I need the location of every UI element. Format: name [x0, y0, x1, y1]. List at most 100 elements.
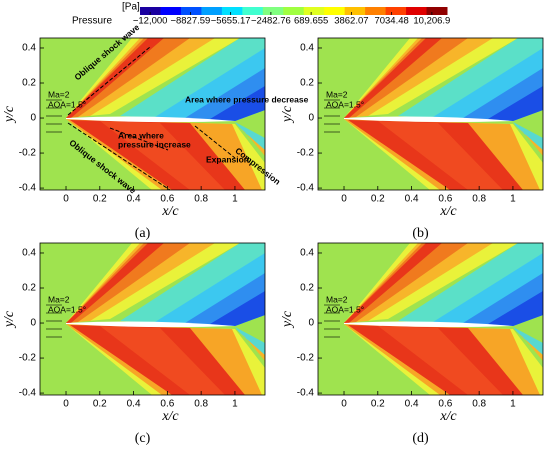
colorbar-tick-label: 10,206.9	[413, 16, 450, 27]
contour-field	[40, 38, 265, 190]
colorbar-tick-label: 3862.07	[334, 16, 368, 27]
x-tick-label: 0.8	[472, 399, 486, 410]
annotation: AOA=1.5°	[326, 304, 364, 314]
colorbar-segment	[242, 7, 264, 15]
colorbar-segment	[365, 7, 387, 15]
annotation-lines	[67, 46, 236, 191]
colorbar-segment	[262, 7, 284, 15]
y-tick-label: -0.2	[297, 148, 315, 159]
y-tick-label: -0.2	[19, 353, 37, 364]
panel-label: (b)	[412, 226, 429, 241]
plot-frame	[39, 37, 266, 191]
x-tick-label: 0.8	[194, 399, 208, 410]
colorbar-tick-label: −5655.17	[211, 16, 251, 27]
colorbar: −12,000 −8827.59 −5655.17 −2482.76 689.655 38…	[133, 7, 450, 27]
colorbar-segment	[180, 7, 202, 15]
colorbar-segment	[385, 7, 407, 15]
x-tick-label: 0.4	[127, 399, 141, 410]
y-tick-label: 0.4	[300, 248, 314, 259]
plot-frame	[39, 242, 266, 396]
annotation: Ma=2	[326, 294, 348, 304]
panel-label: (d)	[412, 431, 429, 446]
annotation: AOA=1.5°	[48, 304, 86, 314]
y-axis-label: y/c	[2, 105, 17, 124]
x-tick-label: 0	[341, 194, 347, 205]
x-tick-label: 1	[510, 194, 516, 205]
contour-field	[318, 38, 543, 190]
colorbar-segment	[303, 7, 325, 15]
x-tick-label: 0.4	[127, 194, 141, 205]
x-tick-label: 0.8	[472, 194, 486, 205]
colorbar-label: Pressure	[72, 16, 112, 27]
y-tick-label: -0.2	[19, 148, 37, 159]
colorbar-unit: [Pa]	[122, 2, 140, 13]
y-tick-label: 0	[30, 113, 36, 124]
annotation: Ma=2	[326, 89, 348, 99]
colorbar-segment	[221, 7, 243, 15]
x-tick-label: 0.2	[371, 194, 385, 205]
y-tick-label: 0.4	[22, 43, 36, 54]
annotation: pressure increase	[118, 139, 191, 149]
colorbar-segment	[283, 7, 305, 15]
y-tick-label: -0.4	[19, 388, 37, 399]
x-tick-label: 0.4	[405, 194, 419, 205]
annotation: AOA=1.5°	[48, 99, 86, 109]
x-tick-label: 0.6	[438, 194, 452, 205]
x-axis-label: x/c	[439, 409, 457, 424]
contour-panel: 0 0.2 0.4 0.6 0.8 1 -0.4 -0.2 0 0.2 0.4 x/c y/c (b) Ma…	[280, 37, 544, 241]
x-tick-label: 0.6	[160, 194, 174, 205]
y-tick-label: 0	[308, 113, 314, 124]
annotation: AOA=1.5°	[326, 99, 364, 109]
y-tick-label: 0	[308, 318, 314, 329]
x-tick-label: 0	[341, 399, 347, 410]
annotation: Area where	[118, 130, 164, 140]
y-tick-label: -0.4	[297, 388, 315, 399]
annotation: Ma=2	[48, 294, 70, 304]
contour-field	[40, 243, 265, 395]
y-tick-label: 0.2	[300, 78, 314, 89]
colorbar-segment	[406, 7, 428, 15]
x-tick-label: 1	[232, 194, 238, 205]
contour-panel: 0 0.2 0.4 0.6 0.8 1 -0.4 -0.2 0 0.2 0.4 x/c y/c (a) Ma…	[2, 22, 308, 241]
x-tick-label: 0.8	[194, 194, 208, 205]
y-tick-label: -0.4	[19, 183, 37, 194]
x-tick-label: 1	[232, 399, 238, 410]
x-tick-label: 0.6	[438, 399, 452, 410]
y-axis-label: y/c	[280, 310, 295, 329]
x-tick-label: 0.2	[93, 194, 107, 205]
x-tick-label: 0.4	[405, 399, 419, 410]
colorbar-segment	[201, 7, 223, 15]
annotation: Expansion	[206, 154, 249, 164]
x-tick-label: 1	[510, 399, 516, 410]
annotation: Area where pressure decrease	[185, 94, 309, 104]
x-tick-label: 0	[63, 399, 69, 410]
x-tick-label: 0.2	[371, 399, 385, 410]
colorbar-segment	[140, 7, 161, 15]
x-tick-label: 0	[63, 194, 69, 205]
y-tick-label: 0.2	[300, 283, 314, 294]
y-tick-label: 0.4	[22, 248, 36, 259]
plot-frame	[317, 242, 544, 396]
plot-frame	[317, 37, 544, 191]
panel-label: (c)	[135, 431, 151, 446]
x-tick-label: 0.2	[93, 399, 107, 410]
colorbar-tick-label: −8827.59	[170, 16, 210, 27]
contour-field	[318, 243, 543, 395]
colorbar-tick-label: −2482.76	[251, 16, 291, 27]
colorbar-segment	[160, 7, 182, 15]
x-axis-label: x/c	[439, 204, 457, 219]
colorbar-segment	[324, 7, 346, 15]
panel-label: (a)	[135, 226, 151, 241]
y-tick-label: 0.2	[22, 78, 36, 89]
y-tick-label: 0.2	[22, 283, 36, 294]
y-tick-label: 0.4	[300, 43, 314, 54]
x-axis-label: x/c	[161, 409, 179, 424]
colorbar-segment	[344, 7, 366, 15]
colorbar-tick-label: 7034.48	[374, 16, 408, 27]
colorbar-segment	[426, 7, 448, 15]
y-tick-label: 0	[30, 318, 36, 329]
colorbar-tick-label: 689.655	[294, 16, 328, 27]
y-tick-label: -0.2	[297, 353, 315, 364]
contour-panel: 0 0.2 0.4 0.6 0.8 1 -0.4 -0.2 0 0.2 0.4 x/c y/c (c) Ma…	[2, 242, 266, 446]
